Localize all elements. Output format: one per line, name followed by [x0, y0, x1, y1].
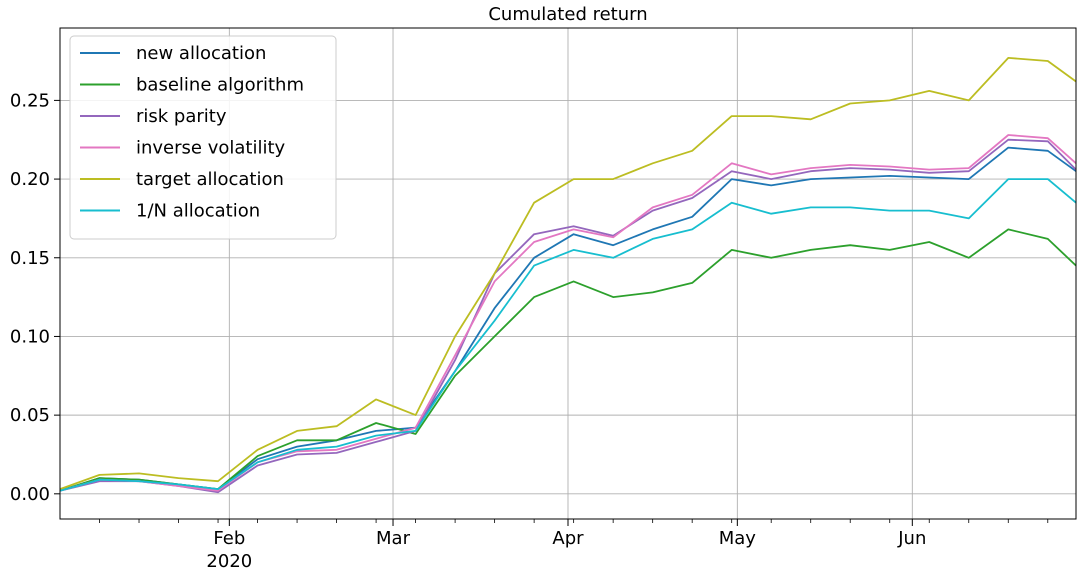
series-line-1-n-allocation: [59, 178, 1077, 492]
legend-label-target-allocation: target allocation: [136, 169, 284, 190]
series-layer: [59, 57, 1077, 494]
series-line-risk-parity: [59, 138, 1077, 494]
legend-label-risk-parity: risk parity: [136, 106, 227, 127]
chart-title: Cumulated return: [488, 4, 647, 25]
legend-label-1-n-allocation: 1/N allocation: [136, 201, 260, 222]
y-tick-label: 0.05: [10, 405, 50, 426]
y-tick-label: 0.25: [10, 90, 50, 111]
x-tick-year-label: 2020: [206, 551, 252, 572]
x-tick-label: Jun: [897, 528, 926, 549]
x-tick-label: Mar: [376, 528, 411, 549]
y-tick-label: 0.00: [10, 484, 50, 505]
legend-label-inverse-volatility: inverse volatility: [136, 138, 286, 159]
y-tick-label: 0.15: [10, 248, 50, 269]
series-line-target-allocation: [59, 57, 1077, 490]
legend-box: [69, 35, 337, 240]
x-tick-label: Apr: [552, 528, 584, 549]
legend-label-new-allocation: new allocation: [136, 43, 266, 64]
series-line-baseline-algorithm: [59, 228, 1077, 492]
legend: new allocation baseline algorithm risk par…: [69, 35, 337, 240]
legend-label-baseline-algorithm: baseline algorithm: [136, 75, 304, 96]
x-tick-label: May: [719, 528, 757, 549]
y-tick-label: 0.10: [10, 326, 50, 347]
x-tick-label: Feb: [213, 528, 245, 549]
y-tick-label: 0.20: [10, 169, 50, 190]
